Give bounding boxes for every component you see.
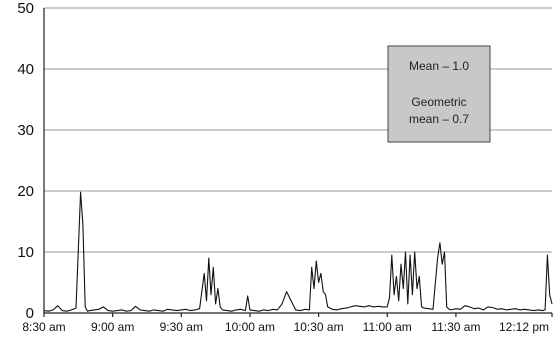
x-tick-label: 11:30 am	[431, 320, 480, 334]
annotation-background	[387, 45, 491, 143]
x-tick-label: 10:00 am	[225, 320, 275, 334]
annotation-mean: Mean – 1.0	[409, 59, 469, 73]
y-tick-label: 0	[26, 305, 34, 322]
annotation-geometric-mean: mean – 0.7	[409, 112, 469, 126]
x-tick-label: 9:30 am	[160, 320, 203, 334]
annotation-box: Mean – 1.0 Geometric mean – 0.7	[387, 45, 491, 143]
x-tick-label: 11:00 am	[363, 320, 412, 334]
y-tick-label: 30	[17, 122, 34, 139]
x-tick-label: 12:12 pm	[499, 320, 549, 334]
y-axis-ticks: 0 10 20 30 40 50	[17, 0, 34, 322]
annotation-geometric: Geometric	[411, 95, 466, 109]
x-tick-label: 10:30 am	[294, 320, 344, 334]
y-tick-label: 10	[17, 244, 34, 261]
series-line	[43, 191, 553, 312]
y-tick-label: 50	[17, 0, 34, 17]
y-tick-label: 20	[17, 183, 34, 200]
x-tick-label: 8:30 am	[22, 320, 65, 334]
x-tick-label: 9:00 am	[91, 320, 134, 334]
y-tick-label: 40	[17, 61, 34, 78]
x-axis-ticks: 8:30 am 9:00 am 9:30 am 10:00 am 10:30 am 11:…	[22, 313, 553, 334]
